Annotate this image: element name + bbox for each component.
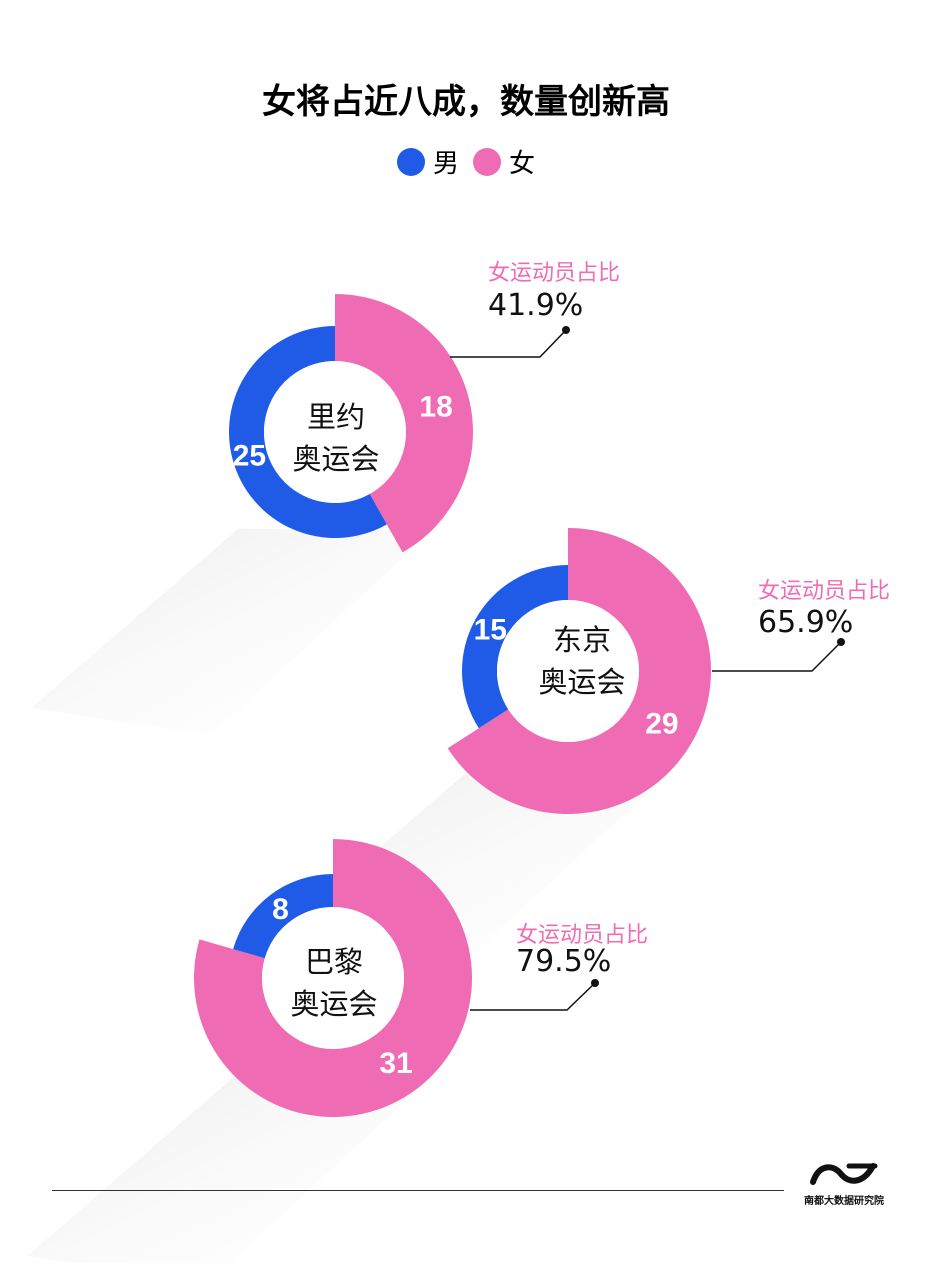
logo-text: 南都大数据研究院 <box>804 1196 884 1207</box>
nandu-wave-logo-icon <box>810 1163 878 1185</box>
chart-2-ratio-value: 65.9% <box>758 605 854 640</box>
chart-2-center-label: 东京 奥运会 <box>512 619 652 703</box>
legend-swatch-female <box>473 147 501 176</box>
chart-1-leader-dot <box>562 326 570 334</box>
chart-1-shadow <box>31 528 432 736</box>
chart-3-shadow <box>27 1075 431 1263</box>
chart-3-male-slice <box>233 874 333 959</box>
chart-2-female-slice <box>447 528 711 814</box>
chart-2-leader-dot <box>837 638 845 646</box>
chart-1-ratio-caption: 女运动员占比 <box>488 261 621 286</box>
chart-2-ratio-caption: 女运动员占比 <box>758 579 891 604</box>
brand-logo: 南都大数据研究院 <box>804 1160 884 1207</box>
chart-1-male-slice <box>229 326 387 538</box>
chart-1-female-slice <box>335 294 474 553</box>
chart-2-hole <box>497 600 639 742</box>
chart-1-label-line2: 奥运会 <box>292 442 380 476</box>
chart-3-leader-dot <box>591 979 599 987</box>
chart-3-hole <box>262 907 404 1049</box>
chart-2-leader-line <box>712 641 842 672</box>
chart-1-label-line1: 里约 <box>306 400 365 434</box>
bottom-divider <box>52 1190 784 1191</box>
legend-label-male: 男 <box>432 149 459 179</box>
chart-2-label-line1: 东京 <box>552 623 611 657</box>
chart-1-ratio-value: 41.9% <box>488 288 584 323</box>
legend-label-female: 女 <box>509 149 536 179</box>
chart-3-female-slice <box>193 839 472 1117</box>
chart-3-leader-line <box>470 982 596 1011</box>
chart-1-female-value: 18 <box>419 391 452 424</box>
chart-3-label-line1: 巴黎 <box>304 945 363 979</box>
chart-2-male-slice <box>462 565 568 729</box>
chart-1-male-value: 25 <box>233 439 266 472</box>
legend-item-male: 男 <box>396 143 459 180</box>
chart-1-center-label: 里约 奥运会 <box>266 396 406 480</box>
chart-2-male-value: 15 <box>474 614 507 647</box>
chart-2-label-line2: 奥运会 <box>538 665 626 699</box>
legend-item-female: 女 <box>473 143 535 180</box>
legend-swatch-male <box>396 147 425 176</box>
legend: 男 女 <box>0 143 932 180</box>
chart-3-male-value: 8 <box>272 893 289 926</box>
chart-3-ratio-caption: 女运动员占比 <box>516 923 649 948</box>
chart-3-female-value: 31 <box>379 1047 412 1080</box>
chart-3-center-label: 巴黎 奥运会 <box>264 941 404 1025</box>
chart-1-hole <box>264 361 406 503</box>
chart-3-ratio-value: 79.5% <box>516 944 612 979</box>
page-title: 女将占近八成，数量创新高 <box>262 82 670 122</box>
chart-1-leader-line <box>450 329 567 358</box>
chart-2-female-value: 29 <box>645 707 678 740</box>
chart-3-label-line2: 奥运会 <box>290 987 378 1021</box>
